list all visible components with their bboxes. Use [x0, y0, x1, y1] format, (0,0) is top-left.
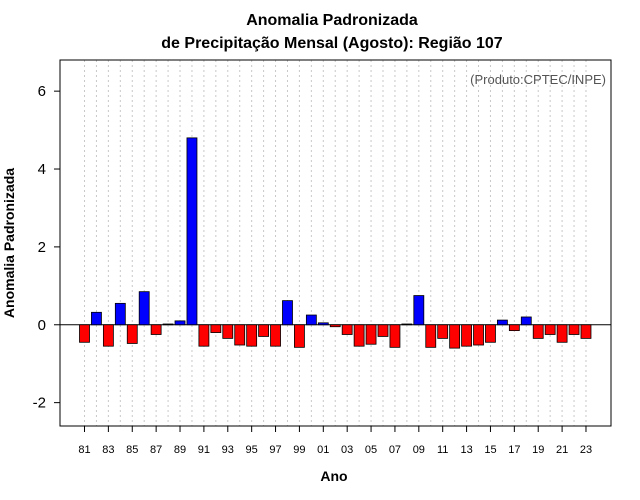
- bar-93: [222, 324, 234, 339]
- y-axis: -2 0 2 4 6: [33, 83, 60, 412]
- y-tick-label: 0: [38, 317, 46, 334]
- x-tick-label: 99: [293, 444, 305, 456]
- bar-96: [258, 324, 270, 337]
- x-axis: 81 83 85 87 89 91 93 95 97 99 01 03 05 07 09 11 13 15 17 19…: [78, 426, 592, 456]
- grid-lines: [84, 60, 587, 426]
- x-tick-label: 15: [484, 444, 496, 456]
- bar-15: [485, 324, 496, 343]
- bar-87: [150, 324, 162, 335]
- x-tick-label: 23: [580, 444, 592, 456]
- bar-84: [114, 302, 126, 326]
- x-tick-label: 89: [174, 444, 186, 456]
- bar-95: [246, 324, 258, 347]
- y-tick-label: -2: [33, 395, 46, 412]
- bar-01: [317, 322, 329, 326]
- bar-85: [126, 324, 138, 344]
- y-axis-label: Anomalia Padronizada: [1, 168, 17, 318]
- bar-03: [341, 324, 353, 335]
- bar-04: [353, 324, 365, 347]
- x-tick-label: 21: [556, 444, 568, 456]
- x-tick-label: 11: [437, 444, 448, 456]
- x-tick-label: 83: [102, 444, 114, 456]
- plot-frame: [59, 59, 612, 427]
- x-tick-label: 07: [389, 444, 401, 456]
- bar-02: [329, 324, 341, 328]
- x-tick-label: 85: [126, 444, 138, 456]
- x-tick-label: 19: [532, 444, 544, 456]
- bar-97: [270, 324, 281, 347]
- bar-08: [401, 323, 413, 326]
- bar-10: [425, 324, 437, 348]
- bar-16: [496, 319, 508, 326]
- bar-11: [437, 324, 449, 339]
- bar-91: [198, 324, 210, 347]
- x-tick-label: 05: [365, 444, 377, 456]
- x-tick-label: 87: [150, 444, 162, 456]
- x-tick-label: 91: [198, 444, 210, 456]
- x-tick-label: 97: [269, 444, 281, 456]
- x-tick-label: 13: [460, 444, 472, 456]
- bar-07: [389, 324, 401, 348]
- x-tick-label: 95: [246, 444, 258, 456]
- credit-label: (Produto:CPTEC/INPE): [470, 72, 606, 87]
- bar-90: [186, 137, 198, 326]
- y-tick-label: 4: [38, 161, 46, 178]
- bar-81: [79, 324, 90, 343]
- bar-82: [91, 311, 102, 326]
- bar-12: [449, 324, 461, 349]
- x-tick-label: 03: [341, 444, 353, 456]
- bar-09: [413, 295, 425, 326]
- x-tick-label: 01: [317, 444, 329, 456]
- bar-18: [520, 316, 532, 326]
- bar-92: [210, 324, 222, 333]
- x-tick-label: 93: [222, 444, 234, 456]
- bar-05: [365, 324, 377, 345]
- bar-88: [162, 323, 174, 326]
- bar-21: [556, 324, 568, 343]
- bar-20: [544, 324, 556, 335]
- bar-00: [305, 314, 317, 326]
- bar-17: [508, 324, 520, 332]
- bar-06: [377, 324, 389, 337]
- bar-19: [532, 324, 544, 339]
- chart-subtitle: de Precipitação Mensal (Agosto): Região …: [161, 35, 503, 52]
- bar-22: [568, 324, 580, 335]
- bar-86: [138, 291, 150, 326]
- y-tick-label: 6: [38, 83, 46, 100]
- y-tick-label: 2: [38, 239, 46, 256]
- bar-83: [102, 324, 114, 347]
- bar-94: [234, 324, 246, 346]
- x-tick-label: 17: [508, 444, 520, 456]
- x-tick-label: 09: [413, 444, 425, 456]
- bars: [79, 137, 592, 349]
- x-axis-label: Ano: [320, 468, 347, 484]
- bar-14: [473, 324, 484, 346]
- bar-23: [580, 324, 592, 339]
- bar-13: [461, 324, 472, 347]
- bar-98: [282, 300, 293, 326]
- bar-89: [174, 320, 186, 326]
- x-tick-label: 81: [78, 444, 90, 456]
- bar-99: [294, 324, 305, 348]
- chart-title: Anomalia Padronizada: [246, 12, 418, 29]
